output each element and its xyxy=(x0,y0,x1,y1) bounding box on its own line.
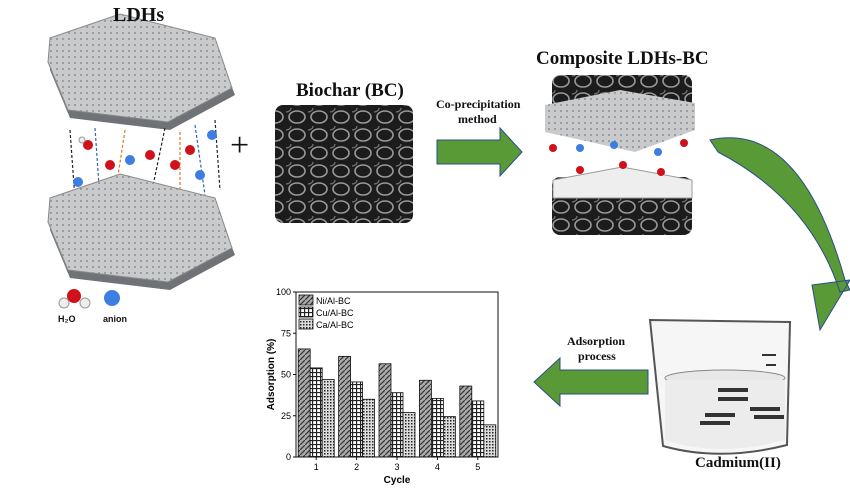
legend-swatch xyxy=(298,318,314,330)
x-tick-label: 5 xyxy=(475,462,480,472)
anion-legend-icon xyxy=(104,290,120,306)
composite-title: Composite LDHs-BC xyxy=(536,48,709,69)
bar-ni-al-bc-cycle-3 xyxy=(378,363,392,458)
bar-ca-al-bc-cycle-2 xyxy=(362,398,376,458)
h2o-legend-icon xyxy=(58,289,91,309)
legend-entry: Cu/Al-BC xyxy=(316,308,354,318)
cadmium-label: Cadmium(II) xyxy=(695,455,781,471)
bar-ca-al-bc-cycle-1 xyxy=(321,379,335,458)
y-tick-label: 100 xyxy=(276,287,291,297)
ldh-layer-top xyxy=(47,13,235,130)
ldh-layer-bottom xyxy=(47,173,235,290)
plus-sign: + xyxy=(230,127,250,164)
composite-image xyxy=(545,75,695,235)
anion-spheres xyxy=(73,130,217,187)
bar-ni-al-bc-cycle-4 xyxy=(418,379,432,458)
x-tick-label: 1 xyxy=(314,462,319,472)
bar-ni-al-bc-cycle-1 xyxy=(297,348,311,458)
x-axis-label: Cycle xyxy=(384,475,411,486)
left-arrow xyxy=(533,356,649,408)
biochar-title: Biochar (BC) xyxy=(296,80,404,101)
water-molecules xyxy=(78,136,195,170)
anion-label: anion xyxy=(103,314,127,324)
h2o-label: H₂O xyxy=(58,314,76,324)
bar-cu-al-bc-cycle-1 xyxy=(309,367,323,458)
bar-ni-al-bc-cycle-2 xyxy=(338,355,352,458)
curved-arrow xyxy=(709,137,850,332)
bar-ca-al-bc-cycle-3 xyxy=(402,412,416,458)
x-tick-label: 3 xyxy=(394,462,399,472)
adsorption-bar-chart: 0 25 50 75 100 1 2 3 4 5 Cycle Adsorption (%) Ni/Al-… xyxy=(266,287,499,486)
adsorption-label-2: process xyxy=(578,349,616,363)
legend-entry: Ca/Al-BC xyxy=(316,320,354,330)
bar-cu-al-bc-cycle-3 xyxy=(390,392,404,458)
bar-ca-al-bc-cycle-4 xyxy=(442,416,456,458)
beaker-image xyxy=(648,318,792,455)
bar-cu-al-bc-cycle-2 xyxy=(350,381,364,458)
bar-cu-al-bc-cycle-5 xyxy=(471,400,485,458)
right-arrow xyxy=(436,126,523,178)
biochar-sem-image xyxy=(275,105,413,223)
y-tick-label: 0 xyxy=(286,452,291,462)
legend-entry: Ni/Al-BC xyxy=(316,296,351,306)
y-tick-label: 25 xyxy=(281,411,291,421)
bar-cu-al-bc-cycle-4 xyxy=(430,398,444,458)
coprecip-label-2: method xyxy=(458,112,497,126)
legend-swatch xyxy=(298,306,314,318)
adsorption-label-1: Adsorption xyxy=(567,334,626,348)
bar-ca-al-bc-cycle-5 xyxy=(483,424,497,458)
y-axis-label: Adsorption (%) xyxy=(266,339,277,411)
x-tick-label: 4 xyxy=(435,462,440,472)
x-tick-label: 2 xyxy=(354,462,359,472)
bar-ni-al-bc-cycle-5 xyxy=(459,385,473,458)
y-tick-label: 75 xyxy=(281,328,291,338)
legend-swatch xyxy=(298,294,314,306)
y-tick-label: 50 xyxy=(281,370,291,380)
interlayer-bonds xyxy=(69,119,221,201)
coprecip-label-1: Co-precipitation xyxy=(436,97,521,111)
ldhs-title: LDHs xyxy=(113,4,165,26)
